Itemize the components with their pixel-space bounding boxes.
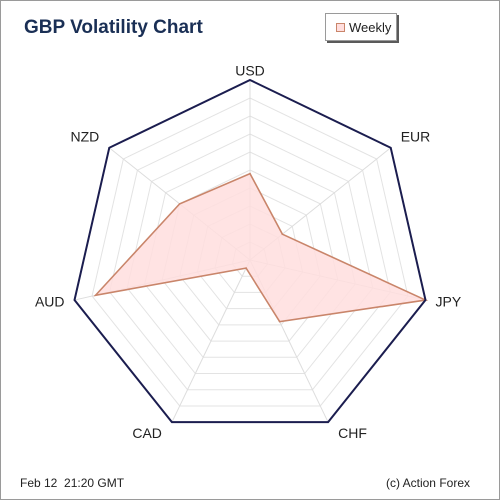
data-point-chf [278,320,281,323]
data-point-eur [281,233,284,235]
series-area-weekly [93,172,429,323]
axis-label-jpy: JPY [435,293,461,309]
data-point-usd [249,172,251,175]
axis-label-eur: EUR [401,128,431,144]
legend-swatch-weekly [336,23,345,32]
grid-ring-9 [91,97,409,407]
data-point-cad [245,267,247,269]
radar-axis-labels: USD EUR JPY CHF CAD AUD NZD [35,63,462,441]
axis-label-usd: USD [235,63,265,79]
axis-label-cad: CAD [132,425,162,441]
grid-ring-8 [109,115,391,391]
radar-series [93,172,429,323]
grid-ring-6 [144,151,356,358]
legend-label-weekly: Weekly [349,20,392,35]
footer-timestamp: Feb 12 21:20 GMT [20,476,125,490]
axis-label-chf: CHF [338,425,367,441]
spoke-cad [171,259,251,423]
axis-label-nzd: NZD [70,128,99,144]
axis-label-aud: AUD [35,293,65,309]
legend: Weekly [325,13,397,41]
grid-ring-7 [126,133,374,375]
footer-credit: (c) Action Forex [385,476,470,490]
chart-title: GBP Volatility Chart [24,17,203,38]
radar-outline [73,78,427,424]
outer-polygon [73,78,427,424]
data-point-aud [94,294,97,297]
data-point-nzd [178,203,181,205]
